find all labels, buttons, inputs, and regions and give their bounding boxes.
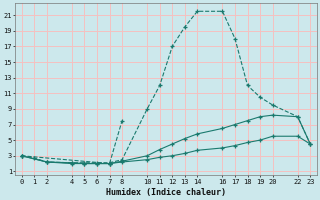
X-axis label: Humidex (Indice chaleur): Humidex (Indice chaleur) xyxy=(106,188,226,197)
